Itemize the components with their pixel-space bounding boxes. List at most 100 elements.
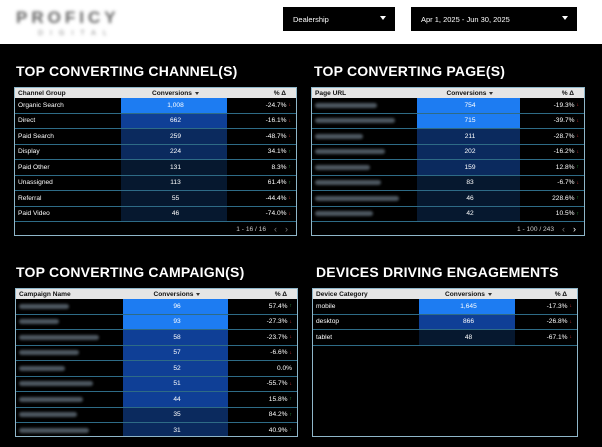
redacted-label bbox=[16, 299, 123, 314]
table-row[interactable]: 57 -6.6% ↓ bbox=[16, 345, 297, 361]
redacted-label bbox=[312, 145, 417, 160]
arrow-up-icon: ↑ bbox=[288, 179, 292, 186]
change-cell: -28.7% ↓ bbox=[520, 129, 584, 144]
table-row[interactable]: Referral 55 -44.4% ↓ bbox=[15, 191, 296, 207]
change-cell: 12.8% ↑ bbox=[520, 160, 584, 175]
column-header-change[interactable]: % Δ bbox=[274, 290, 287, 298]
redacted-text-blur bbox=[19, 381, 93, 387]
brand-logo: PROFICY DIGITAL bbox=[8, 2, 148, 40]
sort-desc-icon bbox=[194, 91, 199, 95]
redacted-label bbox=[312, 98, 417, 113]
change-value: -39.7% bbox=[553, 117, 575, 125]
table-row[interactable]: 159 12.8% ↑ bbox=[312, 160, 584, 176]
table-row[interactable]: 754 -19.3% ↓ bbox=[312, 98, 584, 114]
column-header-conversions[interactable]: Conversions bbox=[417, 88, 520, 98]
table-row[interactable]: Paid Other 131 8.3% ↑ bbox=[15, 160, 296, 176]
table-row[interactable]: 42 10.5% ↑ bbox=[312, 206, 584, 222]
change-value: -44.4% bbox=[265, 194, 287, 202]
table-row[interactable]: mobile 1,645 -17.3% ↓ bbox=[313, 299, 577, 315]
table-row[interactable]: Display 224 34.1% ↑ bbox=[15, 144, 296, 160]
chevron-right-icon[interactable]: › bbox=[573, 224, 576, 234]
table-row[interactable]: 52 0.0% bbox=[16, 361, 297, 377]
chevron-right-icon[interactable]: › bbox=[285, 224, 288, 234]
arrow-down-icon: ↓ bbox=[576, 102, 580, 109]
conversions-cell: 715 bbox=[417, 113, 520, 128]
column-header-conversions[interactable]: Conversions bbox=[123, 289, 228, 299]
chevron-left-icon[interactable]: ‹ bbox=[274, 224, 277, 234]
table-row[interactable]: 46 228.6% ↑ bbox=[312, 191, 584, 207]
arrow-down-icon: ↓ bbox=[288, 133, 292, 140]
redacted-text-blur bbox=[19, 319, 59, 325]
conversions-cell: 48 bbox=[419, 330, 515, 345]
column-header-channel-group[interactable]: Channel Group bbox=[18, 89, 66, 97]
pager-range-text: 1 - 16 / 16 bbox=[236, 225, 266, 233]
table-row[interactable]: 211 -28.7% ↓ bbox=[312, 129, 584, 145]
table-row[interactable]: 58 -23.7% ↓ bbox=[16, 330, 297, 346]
table-row[interactable]: Organic Search 1,008 -24.7% ↓ bbox=[15, 98, 296, 114]
chevron-down-icon bbox=[380, 16, 386, 20]
conversions-cell: 93 bbox=[123, 314, 228, 329]
table-row[interactable]: 715 -39.7% ↓ bbox=[312, 113, 584, 129]
arrow-down-icon: ↓ bbox=[569, 334, 573, 341]
change-cell: 0.0% bbox=[228, 361, 297, 376]
redacted-label bbox=[312, 176, 417, 191]
table-row[interactable]: tablet 48 -67.1% ↓ bbox=[313, 330, 577, 346]
table-row[interactable]: desktop 866 -26.8% ↓ bbox=[313, 314, 577, 330]
column-header-change[interactable]: % Δ bbox=[561, 89, 574, 97]
dealership-filter-dropdown[interactable]: Dealership bbox=[283, 7, 395, 31]
chevron-down-icon bbox=[562, 16, 568, 20]
column-header-conversions-label: Conversions bbox=[152, 89, 192, 97]
column-header-conversions[interactable]: Conversions bbox=[419, 289, 515, 299]
arrow-down-icon: ↓ bbox=[288, 102, 292, 109]
column-header-change[interactable]: % Δ bbox=[273, 89, 286, 97]
arrow-up-icon: ↑ bbox=[576, 210, 580, 217]
arrow-down-icon: ↓ bbox=[569, 318, 573, 325]
column-header-conversions[interactable]: Conversions bbox=[121, 88, 227, 98]
column-header-campaign-name[interactable]: Campaign Name bbox=[19, 290, 71, 298]
chevron-left-icon[interactable]: ‹ bbox=[562, 224, 565, 234]
change-value: 10.5% bbox=[555, 210, 575, 218]
change-cell: -16.1% ↓ bbox=[227, 114, 296, 129]
table-row[interactable]: 31 40.9% ↑ bbox=[16, 423, 297, 436]
conversions-cell: 31 bbox=[123, 423, 228, 436]
table-row[interactable]: 96 57.4% ↑ bbox=[16, 299, 297, 315]
redacted-label bbox=[16, 361, 123, 376]
row-label: mobile bbox=[316, 302, 336, 310]
table-body: 754 -19.3% ↓ 715 -39.7% ↓ 211 -28.7% ↓ 202 -16.2% ↓… bbox=[312, 98, 584, 222]
table-row[interactable]: 83 -6.7% ↓ bbox=[312, 175, 584, 191]
table-row[interactable]: 93 -27.3% ↓ bbox=[16, 314, 297, 330]
sort-desc-icon bbox=[487, 292, 492, 296]
change-value: -74.0% bbox=[265, 210, 287, 218]
change-value: -24.7% bbox=[265, 101, 287, 109]
table-row[interactable]: 51 -55.7% ↓ bbox=[16, 376, 297, 392]
change-cell: 34.1% ↑ bbox=[227, 145, 296, 160]
arrow-down-icon: ↓ bbox=[288, 117, 292, 124]
arrow-up-icon: ↑ bbox=[576, 195, 580, 202]
conversions-cell: 57 bbox=[123, 345, 228, 360]
conversions-cell: 44 bbox=[123, 392, 228, 407]
change-cell: 40.9% ↑ bbox=[228, 423, 297, 436]
change-cell: 15.8% ↑ bbox=[228, 392, 297, 407]
column-header-conversions-label: Conversions bbox=[445, 290, 485, 298]
table-row[interactable]: 202 -16.2% ↓ bbox=[312, 144, 584, 160]
column-header-change[interactable]: % Δ bbox=[554, 290, 567, 298]
table-row[interactable]: 44 15.8% ↑ bbox=[16, 392, 297, 408]
table-row[interactable]: 35 84.2% ↑ bbox=[16, 407, 297, 423]
change-cell: -23.7% ↓ bbox=[228, 330, 297, 345]
redacted-text-blur bbox=[19, 303, 69, 309]
redacted-label bbox=[16, 377, 123, 392]
column-header-device-category[interactable]: Device Category bbox=[316, 290, 368, 298]
date-range-picker[interactable]: Apr 1, 2025 - Jun 30, 2025 bbox=[411, 7, 577, 31]
table-row[interactable]: Paid Search 259 -48.7% ↓ bbox=[15, 129, 296, 145]
table-row[interactable]: Unassigned 113 61.4% ↑ bbox=[15, 175, 296, 191]
channels-section-title: TOP CONVERTING CHANNEL(S) bbox=[16, 63, 238, 79]
table-row[interactable]: Paid Video 46 -74.0% ↓ bbox=[15, 206, 296, 222]
change-cell: -19.3% ↓ bbox=[520, 98, 584, 113]
campaigns-table: Campaign Name Conversions % Δ 96 57.4% ↑ 93… bbox=[15, 288, 298, 437]
change-value: -26.8% bbox=[546, 318, 568, 326]
table-row[interactable]: Direct 662 -16.1% ↓ bbox=[15, 113, 296, 129]
conversions-cell: 159 bbox=[417, 160, 520, 175]
table-header: Device Category Conversions % Δ bbox=[313, 289, 577, 299]
change-cell: -16.2% ↓ bbox=[520, 145, 584, 160]
column-header-page-url[interactable]: Page URL bbox=[315, 89, 347, 97]
